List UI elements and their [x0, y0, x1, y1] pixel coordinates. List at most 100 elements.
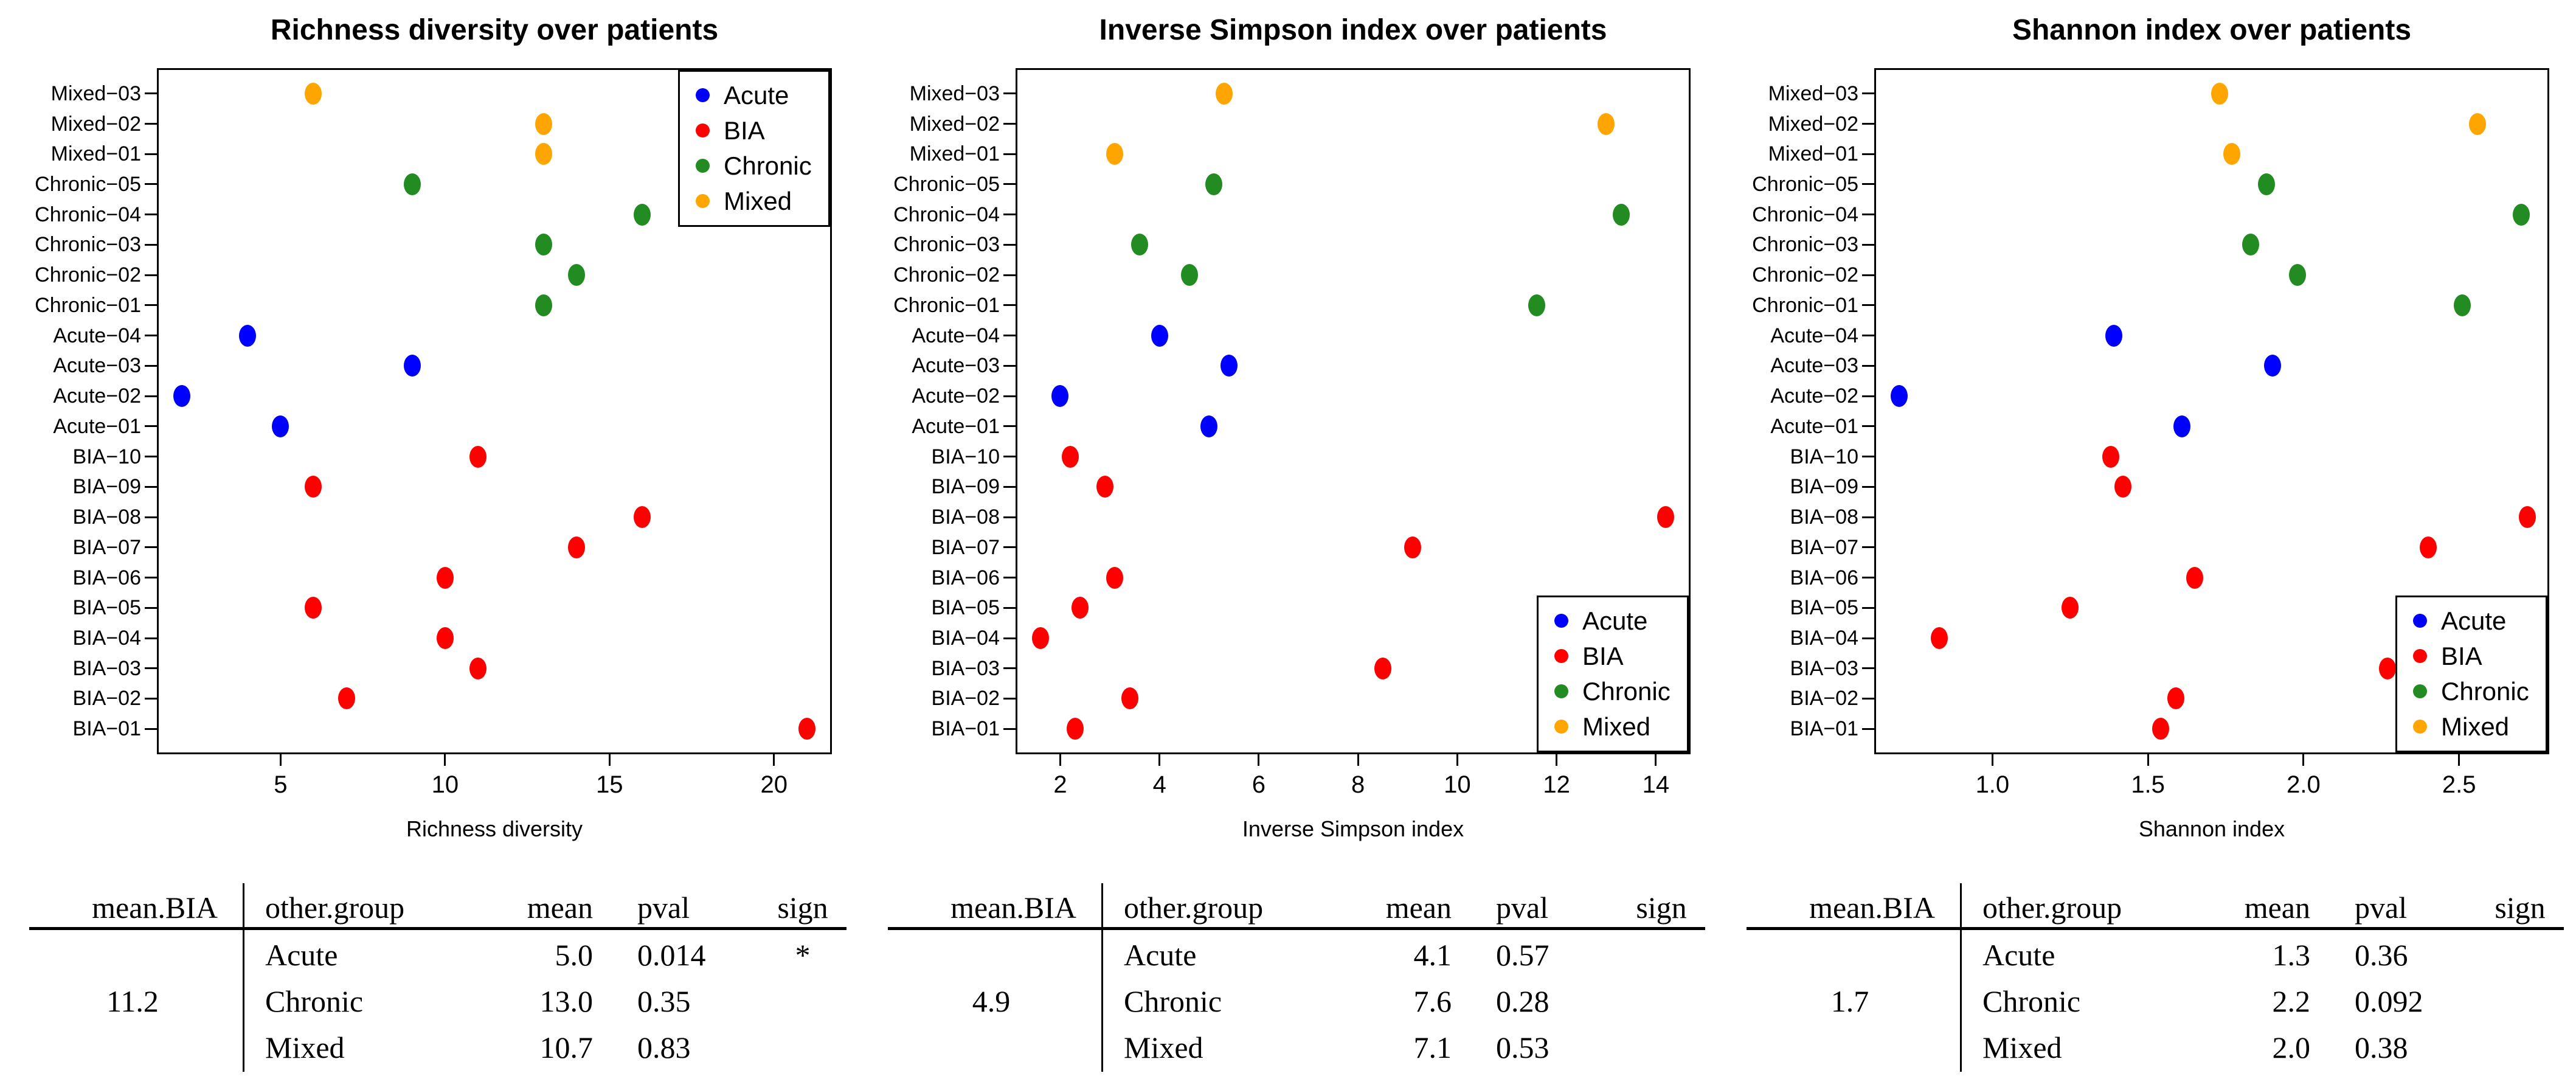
y-tick [1862, 335, 1874, 337]
cell-other-group: Acute [1124, 938, 1197, 972]
x-axis-tick-label: 10 [431, 771, 459, 798]
y-tick [1862, 123, 1874, 125]
y-tick [1003, 577, 1016, 579]
table-header-sign: sign [1636, 891, 1687, 925]
x-tick [1655, 754, 1657, 766]
legend: Acute BIA Chronic Mixed [1537, 596, 1689, 752]
y-tick [1003, 395, 1016, 397]
y-axis-tick-label: Mixed−02 [50, 112, 141, 136]
data-point [1612, 203, 1630, 226]
data-point [2288, 264, 2306, 287]
x-tick [279, 754, 282, 766]
data-point [1031, 627, 1049, 650]
cell-other-group: Mixed [1982, 1030, 2062, 1064]
y-tick [1003, 364, 1016, 367]
y-axis-tick-label: BIA−04 [931, 627, 1000, 650]
y-tick [1003, 516, 1016, 518]
y-axis-tick-label: Mixed−01 [50, 142, 141, 166]
data-point [1200, 415, 1218, 437]
y-axis-tick-label: Acute−02 [53, 384, 141, 408]
y-tick [1003, 335, 1016, 337]
y-axis-tick-label: Mixed−01 [1768, 142, 1858, 166]
data-point [1051, 385, 1069, 408]
x-axis-label: Inverse Simpson index [1242, 816, 1464, 841]
x-tick [1456, 754, 1458, 766]
y-axis-tick-label: Chronic−04 [35, 203, 141, 226]
y-axis-tick-label: Acute−04 [53, 324, 141, 347]
data-point [1072, 597, 1089, 619]
data-point [568, 536, 586, 558]
x-axis-tick-label: 20 [760, 771, 788, 798]
data-point [338, 687, 355, 710]
table-vertical-rule [1960, 883, 1962, 1072]
cell-other-group: Chronic [1124, 984, 1222, 1018]
y-axis-tick-label: BIA−04 [1790, 627, 1858, 650]
data-point [272, 415, 289, 437]
cell-pval: 0.83 [637, 1030, 691, 1064]
table-header-mean-BIA: mean.BIA [92, 891, 218, 925]
chart-title: Inverse Simpson index over patients [1099, 14, 1607, 46]
cell-mean: 2.0 [2272, 1030, 2311, 1064]
legend-swatch [1554, 649, 1568, 663]
data-point [2173, 415, 2191, 437]
legend-label: Acute [1582, 606, 1648, 635]
legend-item: Acute [680, 78, 828, 113]
mean-bia-value: 4.9 [972, 984, 1011, 1018]
y-axis-tick-label: BIA−10 [931, 445, 1000, 468]
y-tick [145, 728, 157, 730]
y-tick [1862, 243, 1874, 246]
y-axis-tick-label: Acute−03 [53, 354, 141, 378]
data-point [1374, 657, 1391, 679]
y-axis-tick-label: BIA−07 [1790, 535, 1858, 559]
y-tick [1003, 304, 1016, 307]
cell-other-group: Chronic [265, 984, 364, 1018]
y-axis-tick-label: BIA−03 [72, 656, 141, 680]
y-axis-tick-label: Chronic−01 [1752, 293, 1858, 317]
table-header-other-group: other.group [265, 891, 405, 925]
x-axis-tick-label: 2 [1053, 771, 1067, 798]
y-tick [1003, 485, 1016, 488]
x-axis-label: Shannon index [2138, 816, 2285, 841]
table-vertical-rule [243, 883, 244, 1072]
legend-label: Mixed [724, 187, 792, 215]
data-point [634, 506, 651, 529]
y-axis-tick-label: Chronic−03 [35, 233, 141, 257]
y-tick [1003, 425, 1016, 428]
table-header-sign: sign [2495, 891, 2546, 925]
y-tick [145, 304, 157, 307]
data-point [2152, 718, 2169, 740]
y-tick [1862, 425, 1874, 428]
y-axis-tick-label: Acute−02 [1770, 384, 1858, 408]
y-tick [145, 637, 157, 639]
y-axis-tick-label: BIA−03 [1790, 656, 1858, 680]
y-tick [1862, 546, 1874, 549]
panel-inverse-simpson: Inverse Simpson index over patients Mixe… [859, 0, 1717, 1087]
legend-label: Chronic [724, 151, 812, 180]
y-axis-tick-label: BIA−07 [72, 535, 141, 559]
legend-label: Mixed [2441, 712, 2510, 741]
cell-pval: 0.53 [1496, 1030, 1549, 1064]
y-tick [145, 395, 157, 397]
legend-swatch [2413, 649, 2427, 663]
cell-other-group: Chronic [1982, 984, 2081, 1018]
data-point [1106, 143, 1124, 165]
legend-label: Chronic [1582, 677, 1671, 706]
y-tick [1003, 546, 1016, 549]
legend-item: Chronic [2397, 674, 2546, 709]
y-axis-tick-label: Chronic−02 [893, 263, 1000, 287]
x-axis-tick-label: 12 [1543, 771, 1570, 798]
table-header-pval: pval [2355, 891, 2408, 925]
legend: Acute BIA Chronic Mixed [2395, 596, 2547, 752]
legend-swatch [696, 88, 710, 102]
y-tick [1003, 123, 1016, 125]
y-tick [145, 92, 157, 95]
x-axis-tick-label: 6 [1252, 771, 1266, 798]
y-axis-tick-label: Chronic−02 [1752, 263, 1858, 287]
x-tick [1258, 754, 1260, 766]
y-tick [1003, 183, 1016, 186]
y-axis-tick-label: BIA−01 [931, 717, 1000, 741]
legend-label: Acute [2441, 606, 2507, 635]
y-axis-tick-label: BIA−07 [931, 535, 1000, 559]
plot-area: Mixed−03 Mixed−02 Mixed−01 Chronic−05 Chroni… [859, 0, 1717, 1087]
y-axis-tick-label: BIA−02 [1790, 687, 1858, 710]
